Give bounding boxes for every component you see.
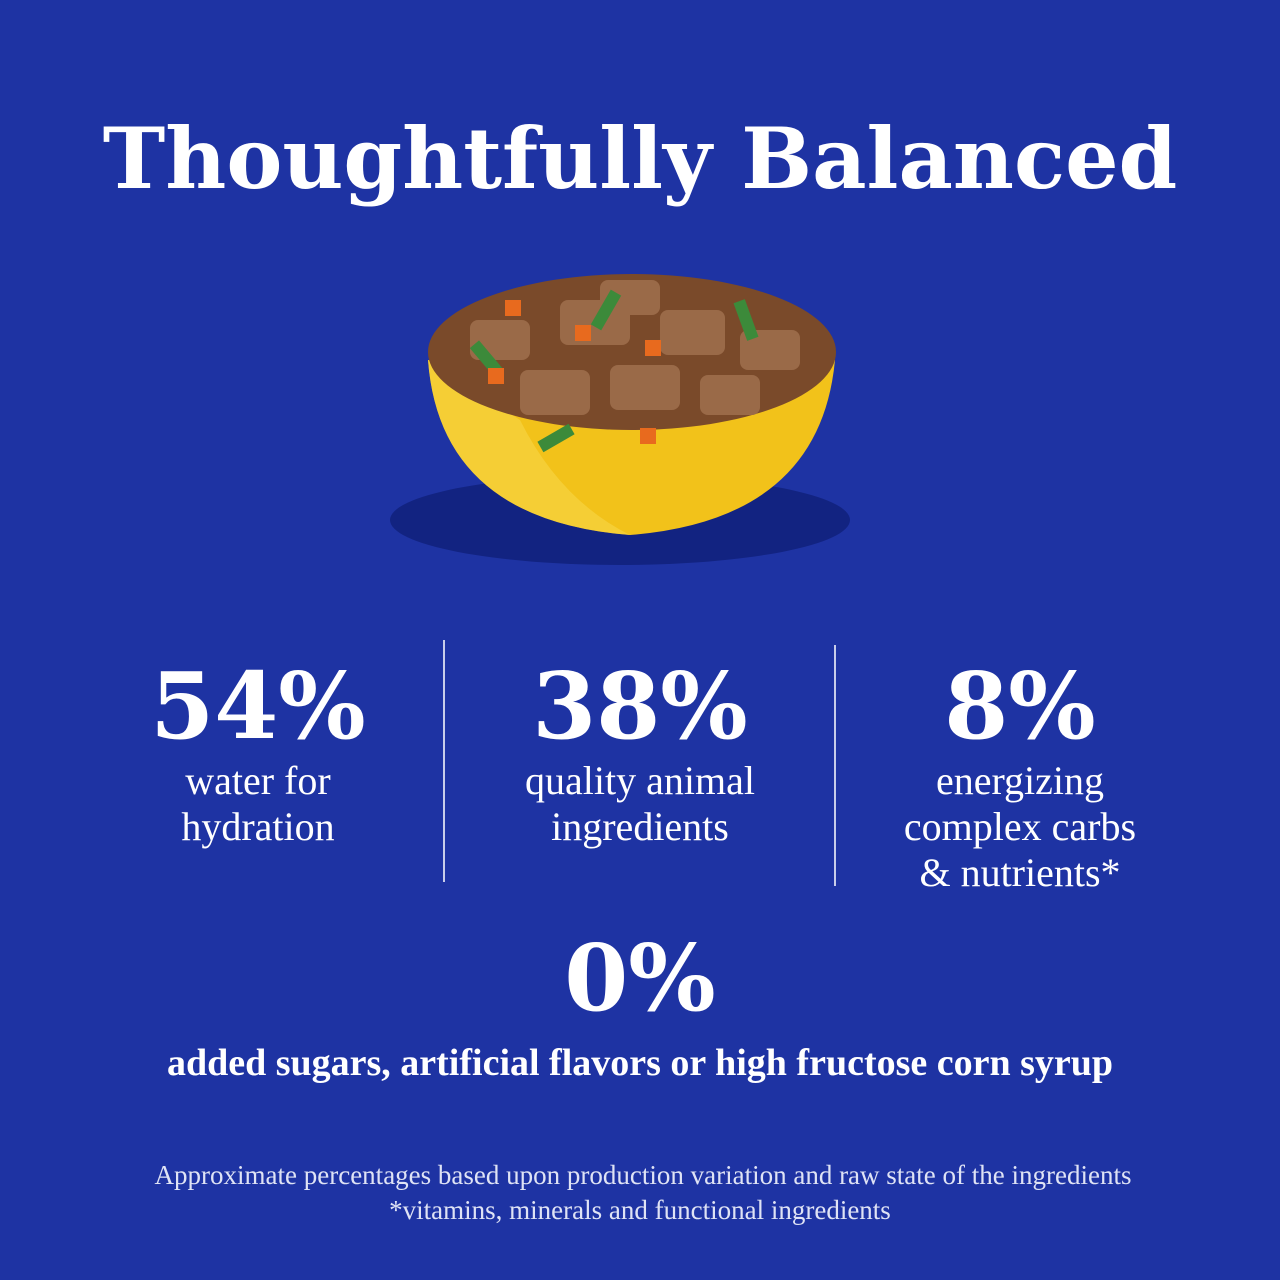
stat-value: 54% [150,652,365,760]
footnote: Approximate percentages based upon produ… [155,1160,1132,1190]
stat-value: 8% [944,652,1095,760]
bowl-image [390,274,850,565]
title: Thoughtfully Balanced [103,109,1178,208]
highlight-value: 0% [564,924,715,1032]
stat-description: energizing [936,758,1104,803]
stat-description: complex carbs [904,804,1136,849]
stat-description: ingredients [551,804,729,849]
stat-description: & nutrients* [919,850,1120,895]
highlight-text: added sugars, artificial flavors or high… [167,1042,1113,1084]
stat-description: water for [185,758,330,803]
stat-description: quality animal [525,758,755,803]
stat-value: 38% [532,652,747,760]
stat-description: hydration [181,804,334,849]
footnote: *vitamins, minerals and functional ingre… [389,1195,891,1225]
